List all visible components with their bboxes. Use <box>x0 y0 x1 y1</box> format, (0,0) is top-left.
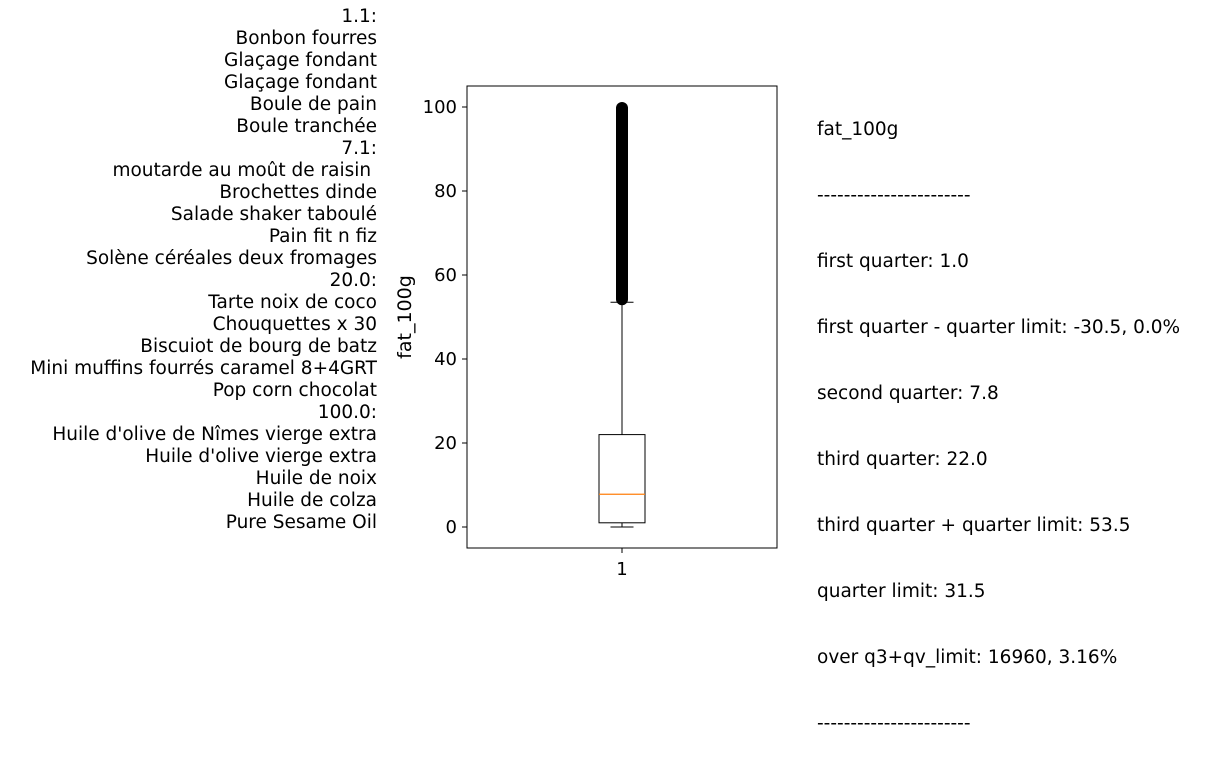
stats-line: first quarter - quarter limit: -30.5, 0.… <box>817 317 1181 338</box>
product-item: Chouquettes x 30 <box>212 314 377 335</box>
product-item: Huile d'olive de Nîmes vierge extra <box>52 424 377 445</box>
product-item: Salade shaker taboulé <box>170 204 377 225</box>
product-item: Huile d'olive vierge extra <box>145 446 377 467</box>
product-item: Huile de colza <box>247 490 377 511</box>
y-tick-label: 100 <box>423 97 457 118</box>
y-tick-label: 0 <box>446 517 457 538</box>
product-item: Glaçage fondant <box>224 50 377 71</box>
group-label: 1.1: <box>341 6 377 27</box>
outlier-points <box>616 102 628 306</box>
group-label: 7.1: <box>341 138 377 159</box>
stats-separator-bottom: ----------------------- <box>817 713 971 734</box>
stats-panel: fat_100g ----------------------- first q… <box>817 75 1180 757</box>
group-label: 20.0: <box>329 270 377 291</box>
product-item: Glaçage fondant <box>224 72 377 93</box>
product-list: 1.1: Bonbon fourres Glaçage fondant Glaçage… <box>0 6 377 534</box>
stats-separator-top: ----------------------- <box>817 185 971 206</box>
product-item: Pain fit n fiz <box>268 226 377 247</box>
stats-line: third quarter: 22.0 <box>817 449 988 470</box>
product-item: Mini muffins fourrés caramel 8+4GRT <box>30 358 377 379</box>
product-item: Biscuiot de bourg de batz <box>140 336 377 357</box>
group-label: 100.0: <box>317 402 377 423</box>
product-item: Bonbon fourres <box>235 28 377 49</box>
product-item: Pure Sesame Oil <box>225 512 377 533</box>
product-item: Brochettes dinde <box>219 182 377 203</box>
stats-line: third quarter + quarter limit: 53.5 <box>817 515 1131 536</box>
y-tick-label: 20 <box>434 433 457 454</box>
product-item: Boule tranchée <box>236 116 377 137</box>
x-tick-label: 1 <box>616 559 627 580</box>
y-axis-label: fat_100g <box>394 275 416 359</box>
stats-line: quarter limit: 31.5 <box>817 581 986 602</box>
box-plot: 0 20 40 60 80 100 1 fat_100g <box>394 85 778 580</box>
y-tick-label: 40 <box>434 349 457 370</box>
product-item: Boule de pain <box>249 94 377 115</box>
product-item: Tarte noix de coco <box>208 292 377 313</box>
stats-line: first quarter: 1.0 <box>817 251 969 272</box>
product-item: Solène céréales deux fromages <box>86 248 377 269</box>
stats-line: second quarter: 7.8 <box>817 383 999 404</box>
y-tick-label: 60 <box>434 265 457 286</box>
box-iqr <box>598 434 646 524</box>
y-tick-label: 80 <box>434 181 457 202</box>
stats-line: over q3+qv_limit: 16960, 3.16% <box>817 647 1118 668</box>
stats-title: fat_100g <box>817 119 899 140</box>
product-item: moutarde au moût de raisin <box>112 160 377 181</box>
product-item: Huile de noix <box>255 468 377 489</box>
product-item: Pop corn chocolat <box>212 380 377 401</box>
